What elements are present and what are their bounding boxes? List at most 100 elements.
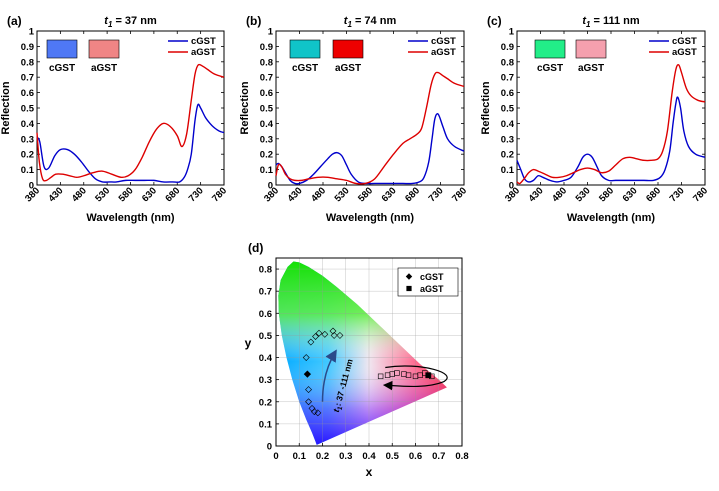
color-swatch-cgst — [46, 39, 78, 59]
y-tick-label: 0 — [267, 442, 272, 453]
x-axis-label: Wavelength (nm) — [86, 212, 175, 224]
x-axis-label: Wavelength (nm) — [567, 212, 656, 224]
y-tick-label: 0.8 — [259, 265, 272, 276]
data-point-cgst — [305, 398, 312, 406]
data-point-agst-filled — [425, 372, 432, 379]
data-point-cgst — [315, 329, 323, 337]
x-tick-label: 0.1 — [293, 451, 307, 462]
y-axis-label: y — [245, 336, 252, 350]
y-tick-label: 0.7 — [259, 287, 272, 298]
data-point-cgst — [321, 330, 329, 338]
y-axis-label: Reflection — [480, 81, 492, 134]
y-tick-label: 0.7 — [260, 73, 273, 84]
x-tick-label: 530 — [333, 185, 352, 204]
x-tick-label: 480 — [550, 185, 569, 204]
line-panel-3: (c) t1 = 111 nm 0 0.1 0.2 0.3 0.4 0.5 0.6 0.7 0.8 0… — [480, 14, 710, 224]
x-tick-label: 380 — [503, 185, 522, 204]
series-line-agst — [275, 71, 465, 185]
y-tick-label: 0.2 — [501, 150, 514, 161]
legend-label-agst: aGST — [672, 47, 697, 58]
swatch-label-cgst: cGST — [49, 63, 75, 74]
x-tick-label: 380 — [262, 185, 281, 204]
swatch-label-agst: aGST — [91, 63, 117, 74]
color-swatch-agst — [88, 39, 120, 59]
data-point-cgst — [302, 354, 310, 361]
y-axis-label: Reflection — [239, 81, 251, 134]
data-point-agst — [377, 373, 384, 380]
data-point-cgst-filled — [303, 370, 312, 378]
cie-panel: (d) 0 0.1 0.2 0.3 0.4 0.5 0.6 0.7 0.8 0 0.1 0.2 0.3 0.… — [245, 241, 469, 479]
x-tick-label: 430 — [47, 185, 66, 204]
y-tick-label: 0.6 — [260, 88, 273, 99]
line-panel-1: (a) t1 = 37 nm 0 0.1 0.2 0.3 0.4 0.5 0.6 0.7 0.8 0.… — [0, 14, 229, 224]
y-tick-label: 0 — [509, 181, 514, 192]
data-point-cgst — [307, 338, 315, 346]
x-tick-label: 780 — [210, 185, 229, 204]
y-tick-label: 0.8 — [501, 57, 514, 68]
series-line-cgst — [516, 96, 706, 183]
y-tick-label: 0.4 — [501, 119, 515, 130]
swatch-label-agst: aGST — [335, 63, 361, 74]
data-point-cgst — [310, 408, 318, 416]
y-tick-label: 0 — [29, 181, 34, 192]
panel-label: (d) — [248, 241, 263, 255]
x-tick-label: 630 — [621, 185, 640, 204]
panel-label: (a) — [7, 14, 22, 28]
x-tick-label: 630 — [140, 185, 159, 204]
data-point-agst — [405, 372, 412, 378]
panel-title: t1 = 37 nm — [104, 15, 157, 29]
x-tick-label: 580 — [356, 185, 375, 204]
y-tick-label: 0.7 — [21, 73, 34, 84]
data-point-cgst — [336, 331, 344, 339]
line-panel-2: (b) t1 = 74 nm 0 0.1 0.2 0.3 0.4 0.5 0.6 0.7 0.8 0.… — [239, 14, 469, 224]
x-tick-label: 730 — [668, 185, 687, 204]
y-tick-label: 0.9 — [260, 42, 273, 53]
y-tick-label: 0.6 — [21, 88, 34, 99]
legend-label-agst: aGST — [431, 47, 456, 58]
x-tick-label: 630 — [380, 185, 399, 204]
data-point-cgst — [305, 386, 312, 394]
panel-title: t1 = 74 nm — [344, 15, 397, 29]
x-tick-label: 0.3 — [339, 451, 352, 462]
data-point-agst — [394, 370, 400, 376]
agst-trend-arrow — [382, 365, 448, 391]
series-line-agst — [36, 63, 225, 182]
legend-box — [397, 267, 459, 297]
legend-label-agst: aGST — [420, 284, 444, 294]
y-tick-label: 0.4 — [259, 353, 273, 364]
panel-title: t1 = 111 nm — [582, 15, 640, 29]
x-tick-label: 0.7 — [432, 451, 445, 462]
y-tick-label: 0.9 — [21, 42, 34, 53]
x-tick-label: 730 — [427, 185, 446, 204]
y-tick-label: 0.8 — [21, 57, 34, 68]
x-tick-label: 780 — [450, 185, 469, 204]
x-tick-label: 0.2 — [316, 451, 329, 462]
y-tick-label: 0.8 — [260, 57, 273, 68]
y-tick-label: 1 — [509, 27, 515, 38]
legend-label-cgst: cGST — [672, 36, 697, 47]
x-axis-label: x — [366, 465, 373, 479]
data-point-cgst — [330, 331, 338, 339]
x-tick-label: 0.5 — [386, 451, 400, 462]
y-tick-label: 0.1 — [259, 419, 273, 430]
x-tick-label: 780 — [691, 185, 710, 204]
swatch-label-cgst: cGST — [292, 63, 318, 74]
y-tick-label: 0.2 — [260, 150, 273, 161]
y-tick-label: 0.9 — [501, 42, 514, 53]
series-line-cgst — [36, 103, 225, 183]
y-tick-label: 0.5 — [260, 104, 274, 115]
y-tick-label: 0.1 — [21, 165, 35, 176]
cgst-trend-arrow — [321, 349, 337, 402]
y-tick-label: 1 — [29, 27, 35, 38]
y-tick-label: 0 — [268, 181, 273, 192]
y-tick-label: 0.3 — [21, 134, 34, 145]
legend-label-cgst: cGST — [431, 36, 456, 47]
x-tick-label: 430 — [286, 185, 305, 204]
y-tick-label: 0.2 — [21, 150, 34, 161]
legend-label-agst: aGST — [191, 47, 216, 58]
data-point-cgst — [312, 333, 319, 340]
y-tick-label: 0.4 — [260, 119, 274, 130]
y-tick-label: 0.2 — [259, 397, 272, 408]
y-tick-label: 0.4 — [21, 119, 35, 130]
